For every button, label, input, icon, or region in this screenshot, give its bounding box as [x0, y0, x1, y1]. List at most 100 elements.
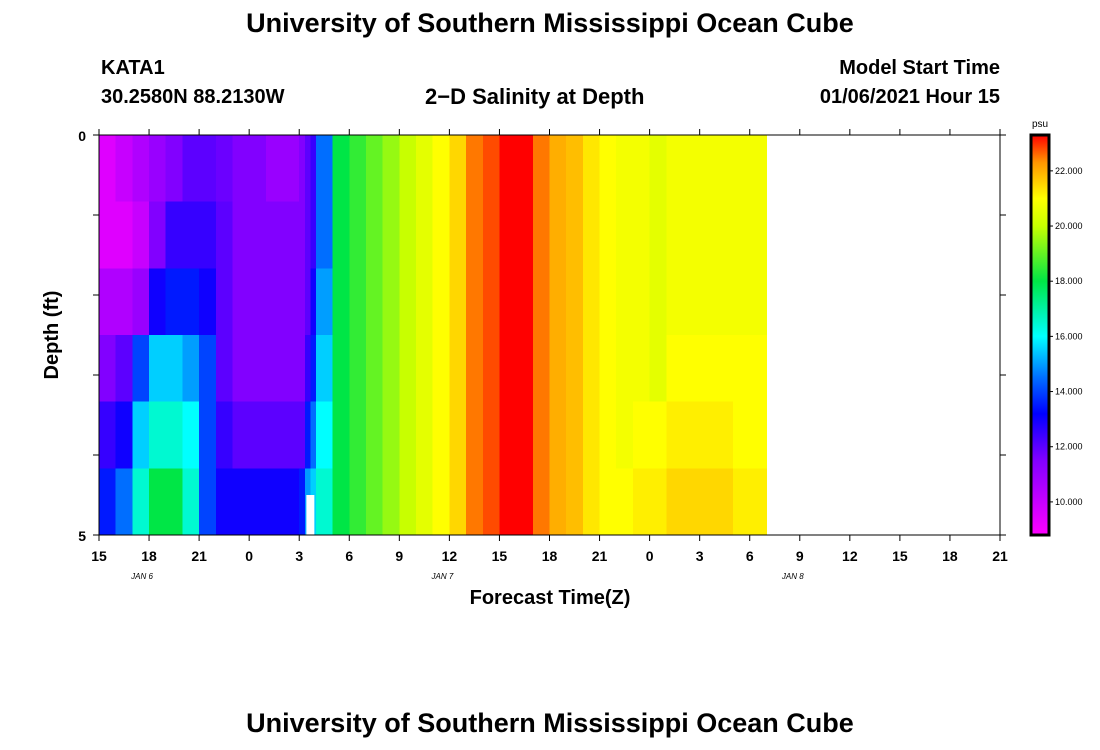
heatmap-cell [532, 468, 551, 536]
heatmap-cell [516, 135, 534, 203]
heatmap-cell [132, 135, 150, 203]
heatmap-cell [349, 401, 367, 469]
heatmap-cell [666, 468, 684, 536]
heatmap-cell [365, 468, 384, 536]
heatmap-cell [299, 201, 306, 269]
heatmap-cell [416, 201, 434, 269]
heatmap-cell [249, 401, 267, 469]
heatmap-cell [182, 401, 200, 469]
heatmap-cell [432, 335, 450, 403]
heatmap-cell [632, 468, 651, 536]
heatmap-cell [466, 135, 484, 203]
heatmap-cell [432, 401, 450, 469]
heatmap-cell [382, 268, 400, 336]
heatmap-cell [99, 201, 117, 269]
heatmap-cell [310, 201, 317, 269]
heatmap-cell [666, 135, 684, 203]
heatmap-cell [516, 401, 534, 469]
colorbar-tick-label: 22.000 [1055, 166, 1083, 176]
heatmap-cell [115, 268, 133, 336]
heatmap-cell [666, 268, 684, 336]
x-tick-label: 3 [295, 548, 303, 564]
heatmap-cell [199, 135, 217, 203]
heatmap-cell [733, 201, 768, 269]
heatmap-cell [432, 201, 450, 269]
heatmap-cell [99, 335, 117, 403]
heatmap-cell [632, 201, 651, 269]
heatmap-cell [199, 268, 217, 336]
heatmap-cell [532, 135, 551, 203]
colorbar-tick-label: 16.000 [1055, 331, 1083, 341]
colorbar-tick-label: 20.000 [1055, 221, 1083, 231]
heatmap-cell [399, 268, 417, 336]
heatmap-cell [215, 335, 234, 403]
heatmap-cell [516, 201, 534, 269]
heatmap-cell [349, 268, 367, 336]
heatmap-cell [666, 401, 684, 469]
heatmap-cell [215, 201, 234, 269]
heatmap-cell [616, 468, 634, 536]
heatmap-cell [632, 335, 651, 403]
heatmap-cell [666, 201, 684, 269]
station-id: KATA1 [101, 57, 165, 79]
x-tick-label: 18 [542, 548, 558, 564]
heatmap-cell [349, 201, 367, 269]
colorbar [1029, 133, 1051, 537]
heatmap-cell [632, 268, 651, 336]
heatmap-cell [649, 335, 667, 403]
heatmap-cell [566, 201, 584, 269]
heatmap-cell [599, 201, 617, 269]
heatmap-cell [482, 135, 501, 203]
heatmap-cell [249, 268, 267, 336]
heatmap-cell [315, 401, 334, 469]
heatmap-cell [449, 468, 467, 536]
heatmap-cell [304, 335, 311, 403]
heatmap-cell [165, 268, 184, 336]
heatmap-cell [182, 135, 200, 203]
heatmap-cell [310, 401, 317, 469]
heatmap-cell [115, 135, 133, 203]
x-tick-label: 18 [141, 548, 157, 564]
heatmap-cell [516, 468, 534, 536]
heatmap-cell [466, 268, 484, 336]
heatmap-cell [699, 268, 734, 336]
heatmap-cell [132, 401, 150, 469]
x-tick-label: 6 [345, 548, 353, 564]
heatmap-cell [149, 468, 167, 536]
heatmap-cell [582, 268, 601, 336]
heatmap-cell [149, 401, 167, 469]
heatmap-cell [332, 335, 350, 403]
heatmap-cell [365, 401, 384, 469]
heatmap-cell [482, 468, 501, 536]
heatmap-cell [566, 468, 584, 536]
heatmap-cell [432, 135, 450, 203]
heatmap-cell [499, 135, 517, 203]
heatmap-cell [649, 135, 667, 203]
heatmap-cell [616, 135, 634, 203]
heatmap-cell [733, 135, 768, 203]
heatmap-cell [582, 401, 601, 469]
heatmap-cell [282, 268, 300, 336]
heatmap-cell [199, 335, 217, 403]
heatmap-cell [265, 201, 284, 269]
heatmap-cell [699, 335, 734, 403]
heatmap-cell [399, 468, 417, 536]
heatmap-cell [199, 468, 217, 536]
colorbar-tick-label: 14.000 [1055, 387, 1083, 397]
heatmap-cell [265, 135, 284, 203]
heatmap-cell [499, 468, 517, 536]
heatmap-cell [182, 201, 200, 269]
heatmap-cell [733, 401, 768, 469]
heatmap-cell [249, 335, 267, 403]
heatmap-cell [265, 468, 284, 536]
salinity-heatmap-chart: 15 18 21 0 3 6 9 12 15 18 21 0 3 6 9 12 15 18 21 JAN 6 JAN 7… [41, 120, 1083, 609]
heatmap-cell [482, 335, 501, 403]
heatmap-cell [310, 335, 317, 403]
heatmap-cell [282, 401, 300, 469]
heatmap-cell [199, 201, 217, 269]
heatmap-cell [165, 135, 184, 203]
heatmap-cell [466, 401, 484, 469]
x-tick-label: 21 [992, 548, 1008, 564]
heatmap-cell [232, 268, 250, 336]
day-label: JAN 6 [130, 572, 153, 581]
